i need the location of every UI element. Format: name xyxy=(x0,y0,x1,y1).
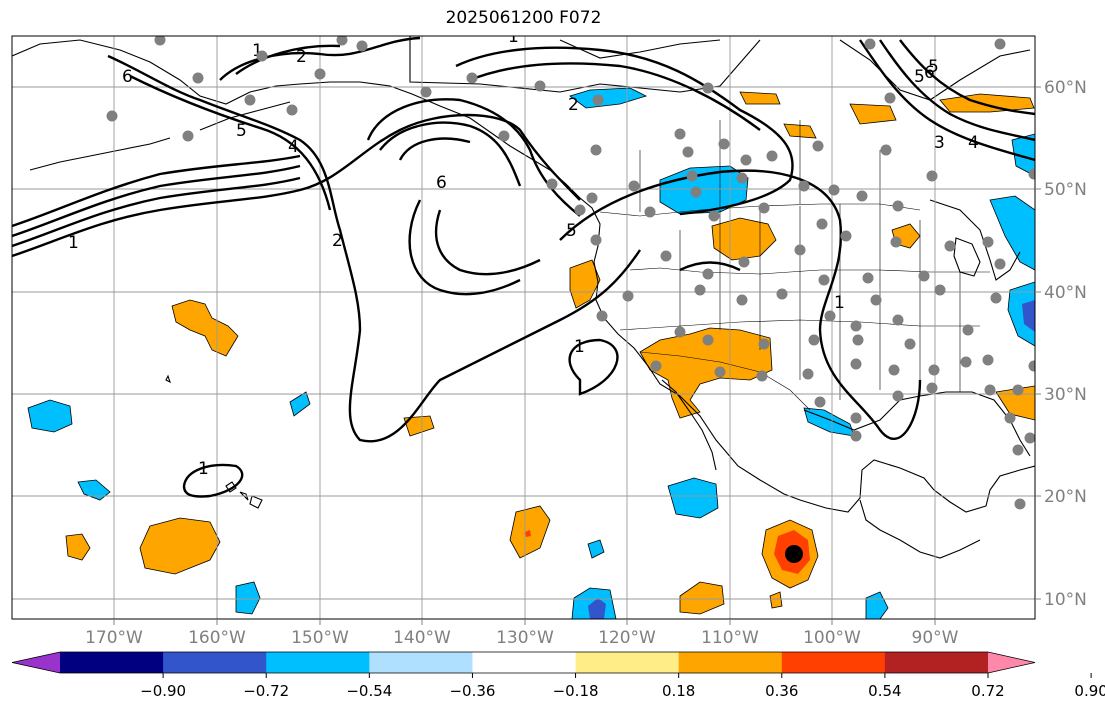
orange-region xyxy=(769,591,783,609)
colorbar: −0.90 −0.72 −0.54 −0.36 −0.18 0.18 0.36 0.54 0.7… xyxy=(11,651,1105,700)
orange-region xyxy=(171,299,239,357)
blue-region xyxy=(989,195,1035,271)
colorbar-bin xyxy=(678,652,783,673)
lon-label: 90°W xyxy=(912,628,959,648)
blue-region-dark xyxy=(588,598,606,619)
orange-region xyxy=(65,533,91,561)
colorbar-bin xyxy=(60,652,164,673)
tick-marks xyxy=(113,86,1041,625)
colorbar-extend-high xyxy=(988,652,1035,673)
lon-label: 150°W xyxy=(291,628,349,648)
colorbar-tick-label: −0.90 xyxy=(140,682,186,700)
contour-label: 4 xyxy=(968,133,979,153)
contour-label: 6 xyxy=(122,67,133,87)
contour-label: 6 xyxy=(924,63,935,83)
coastlines xyxy=(12,36,1035,559)
colorbar-bin xyxy=(884,652,989,673)
contour-label: 3 xyxy=(934,133,945,153)
colorbar-bin xyxy=(266,652,370,673)
contour-label: 1 xyxy=(834,293,845,313)
blue-region xyxy=(27,399,73,433)
contour-label: 1 xyxy=(68,233,79,253)
lon-label: 100°W xyxy=(803,628,861,648)
lon-label: 130°W xyxy=(496,628,554,648)
lon-label: 110°W xyxy=(701,628,759,648)
lon-label: 160°W xyxy=(188,628,246,648)
contour-label: 1 xyxy=(198,459,209,479)
contour-label: 1 xyxy=(252,41,263,61)
blue-region xyxy=(1011,133,1035,177)
orange-region xyxy=(939,93,1035,113)
shaded-anomalies xyxy=(27,87,1035,619)
contour-label: 1 xyxy=(574,337,585,357)
contours xyxy=(12,36,1035,498)
colorbar-tick-label: 0.54 xyxy=(868,682,901,700)
orange-region xyxy=(849,103,897,125)
blue-region xyxy=(235,581,261,615)
orange-region xyxy=(403,415,435,437)
colorbar-tick-label: −0.72 xyxy=(243,682,289,700)
contour-labels: 1 2 6 5 4 1 6 5 2 1 5 6 2 1 1 4 3 5 1 xyxy=(68,27,979,479)
contour-label: 2 xyxy=(332,231,343,251)
contour-label: 5 xyxy=(928,57,939,77)
lat-label: 40°N xyxy=(1044,283,1087,303)
map-panel: 1 2 6 5 4 1 6 5 2 1 5 6 2 1 1 4 3 5 1 xyxy=(12,27,1035,619)
lon-label: 170°W xyxy=(85,628,143,648)
contour-label: 5 xyxy=(914,67,925,87)
colorbar-bin xyxy=(575,652,680,673)
colorbar-tick-label: −0.36 xyxy=(449,682,495,700)
latitude-labels: 60°N 50°N 40°N 30°N 20°N 10°N xyxy=(1044,78,1087,610)
station-markers xyxy=(106,36,1035,510)
contour-label: 4 xyxy=(288,137,299,157)
blue-region xyxy=(587,539,605,559)
colorbar-tick-label: 0.72 xyxy=(971,682,1004,700)
graticule xyxy=(12,36,1035,619)
contour-label: 2 xyxy=(296,47,307,67)
orange-region xyxy=(639,327,773,419)
orange-region xyxy=(679,581,725,615)
contour-label: 5 xyxy=(236,121,247,141)
max-marker xyxy=(785,545,803,563)
map-frame xyxy=(11,35,1036,620)
map-title: 2025061200 F072 xyxy=(445,8,602,28)
orange-region xyxy=(139,517,221,575)
red-region xyxy=(525,530,531,537)
lat-label: 60°N xyxy=(1044,78,1087,98)
blue-region xyxy=(1007,281,1035,347)
lat-label: 30°N xyxy=(1044,385,1087,405)
contour-label: 1 xyxy=(508,27,519,47)
contour-label: 6 xyxy=(436,173,447,193)
lon-label: 140°W xyxy=(393,628,451,648)
colorbar-tick-label: −0.54 xyxy=(346,682,392,700)
longitude-labels: 170°W 160°W 150°W 140°W 130°W 120°W 110°… xyxy=(85,628,959,648)
lat-label: 20°N xyxy=(1044,487,1087,507)
colorbar-tick-label: 0.90 xyxy=(1074,682,1105,700)
colorbar-bin xyxy=(163,652,267,673)
colorbar-tick-label: −0.18 xyxy=(553,682,599,700)
colorbar-bin xyxy=(781,652,886,673)
contour-label: 2 xyxy=(568,95,579,115)
lon-label: 120°W xyxy=(598,628,656,648)
colorbar-outline xyxy=(11,651,1036,674)
lat-label: 10°N xyxy=(1044,590,1087,610)
blue-region xyxy=(289,391,311,417)
blue-region xyxy=(667,477,719,519)
colorbar-tick-label: 0.18 xyxy=(662,682,695,700)
colorbar-tick-label: 0.36 xyxy=(765,682,798,700)
orange-region xyxy=(739,91,781,105)
colorbar-bin xyxy=(472,652,577,673)
contour-label: 5 xyxy=(566,221,577,241)
colorbar-extend-low xyxy=(12,652,60,673)
colorbar-bin xyxy=(369,652,473,673)
lat-label: 50°N xyxy=(1044,180,1087,200)
blue-region-dark xyxy=(1022,300,1035,332)
orange-region xyxy=(569,259,601,309)
